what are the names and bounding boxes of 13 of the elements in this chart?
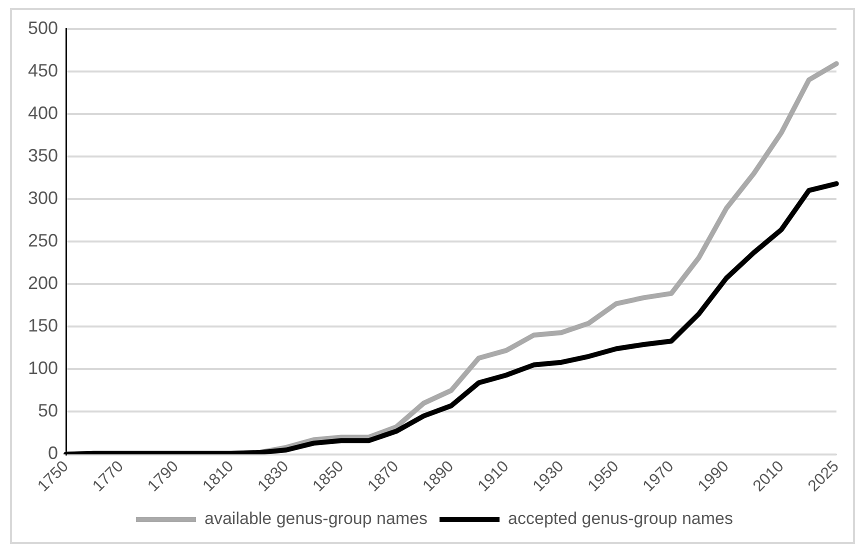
y-tick-label: 300 <box>28 188 58 208</box>
y-tick-label: 150 <box>28 316 58 336</box>
y-tick-label: 50 <box>38 400 58 421</box>
y-tick-label: 200 <box>28 273 58 294</box>
y-tick-label: 100 <box>28 358 58 378</box>
legend-label: accepted genus-group names <box>508 509 733 528</box>
y-tick-label: 400 <box>28 102 58 123</box>
legend-label: available genus-group names <box>204 509 428 528</box>
y-tick-label: 250 <box>28 230 58 250</box>
y-tick-label: 350 <box>28 145 58 166</box>
y-tick-label: 450 <box>28 60 58 80</box>
y-tick-label: 0 <box>48 443 58 464</box>
y-tick-label: 500 <box>28 18 58 38</box>
